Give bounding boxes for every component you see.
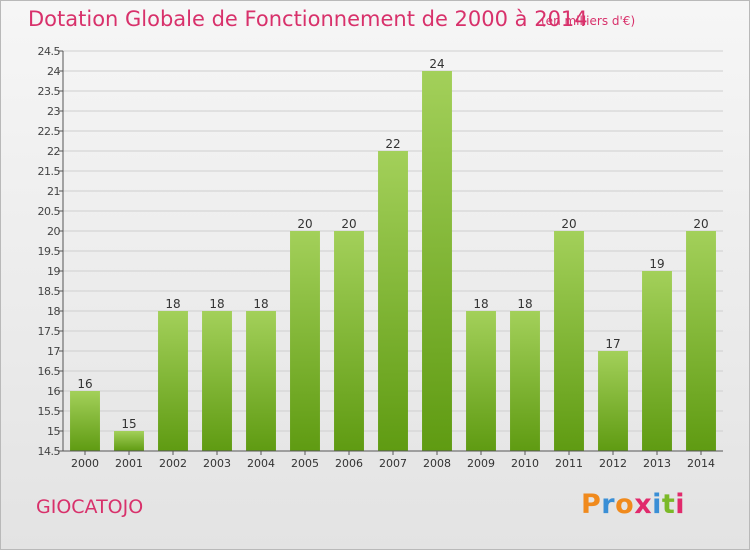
y-tick-label: 16.5 (38, 365, 61, 378)
data-label: 24 (429, 57, 444, 71)
data-label: 18 (165, 297, 180, 311)
x-tick-label: 2009 (467, 457, 495, 470)
bar (510, 311, 540, 451)
logo-letter: r (601, 489, 616, 520)
bar (202, 311, 232, 451)
data-label: 16 (77, 377, 92, 391)
chart-subtitle: (en milliers d'€) (541, 14, 636, 28)
x-tick-label: 2013 (643, 457, 671, 470)
y-tick-label: 22 (47, 145, 60, 158)
x-tick-label: 2001 (115, 457, 143, 470)
y-tick-label: 17 (47, 345, 60, 358)
data-label: 22 (385, 137, 400, 151)
bar (378, 151, 408, 451)
y-tick-label: 19 (47, 265, 60, 278)
x-tick-label: 2003 (203, 457, 231, 470)
y-tick-label: 22.5 (38, 125, 61, 138)
logo-letter: x (634, 489, 653, 520)
x-tick-label: 2012 (599, 457, 627, 470)
y-tick-label: 18 (47, 305, 60, 318)
x-tick-label: 2000 (71, 457, 99, 470)
data-label: 15 (121, 417, 136, 431)
bar (246, 311, 276, 451)
y-tick-label: 14.5 (38, 445, 61, 458)
x-axis-tick-labels: 2000 2001 2002 2003 2004 2005 2006 2007 2008 2009… (71, 451, 715, 470)
y-tick-label: 21.5 (38, 165, 61, 178)
y-tick-label: 20.5 (38, 205, 61, 218)
bars (70, 71, 716, 451)
y-tick-label: 24 (47, 65, 60, 78)
proxiti-logo[interactable]: Proxiti (581, 489, 685, 520)
y-tick-label: 18.5 (38, 285, 61, 298)
y-tick-label: 21 (47, 185, 60, 198)
data-label: 18 (209, 297, 224, 311)
y-tick-label: 24.5 (38, 45, 61, 58)
data-label: 18 (253, 297, 268, 311)
logo-letter: i (675, 489, 686, 520)
x-tick-label: 2007 (379, 457, 407, 470)
bar (290, 231, 320, 451)
data-label: 19 (649, 257, 664, 271)
y-tick-label: 19.5 (38, 245, 61, 258)
x-tick-label: 2004 (247, 457, 275, 470)
logo-letter: i (652, 489, 662, 520)
chart-title: Dotation Globale de Fonctionnement de 20… (28, 7, 588, 31)
data-labels: 16 15 18 18 18 20 20 22 24 18 18 20 17 19 20 (77, 57, 708, 431)
bar (422, 71, 452, 451)
y-tick-label: 17.5 (38, 325, 61, 338)
y-axis-tick-labels: 14.5 15 15.5 16 16.5 17 17.5 18 18.5 19 19.5 20 20.5… (38, 45, 63, 458)
y-tick-label: 16 (47, 385, 60, 398)
data-label: 18 (517, 297, 532, 311)
bar (158, 311, 188, 451)
bar (334, 231, 364, 451)
y-tick-label: 15 (47, 425, 60, 438)
x-tick-label: 2006 (335, 457, 363, 470)
data-label: 20 (341, 217, 356, 231)
data-label: 20 (693, 217, 708, 231)
bar (466, 311, 496, 451)
y-tick-label: 15.5 (38, 405, 61, 418)
bar (642, 271, 672, 451)
bar (114, 431, 144, 451)
x-tick-label: 2011 (555, 457, 583, 470)
data-label: 20 (297, 217, 312, 231)
y-tick-label: 20 (47, 225, 60, 238)
bar (686, 231, 716, 451)
bar (598, 351, 628, 451)
x-tick-label: 2014 (687, 457, 715, 470)
bar (70, 391, 100, 451)
x-tick-label: 2005 (291, 457, 319, 470)
bar (554, 231, 584, 451)
commune-name: GIOCATOJO (36, 496, 144, 518)
logo-letter: P (581, 489, 602, 520)
data-label: 20 (561, 217, 576, 231)
axes (62, 51, 723, 452)
logo-letter: o (615, 489, 635, 520)
data-label: 18 (473, 297, 488, 311)
data-label: 17 (605, 337, 620, 351)
logo-letter: t (661, 489, 676, 520)
x-tick-label: 2008 (423, 457, 451, 470)
y-tick-label: 23 (47, 105, 60, 118)
y-tick-label: 23.5 (38, 85, 61, 98)
x-tick-label: 2010 (511, 457, 539, 470)
x-tick-label: 2002 (159, 457, 187, 470)
